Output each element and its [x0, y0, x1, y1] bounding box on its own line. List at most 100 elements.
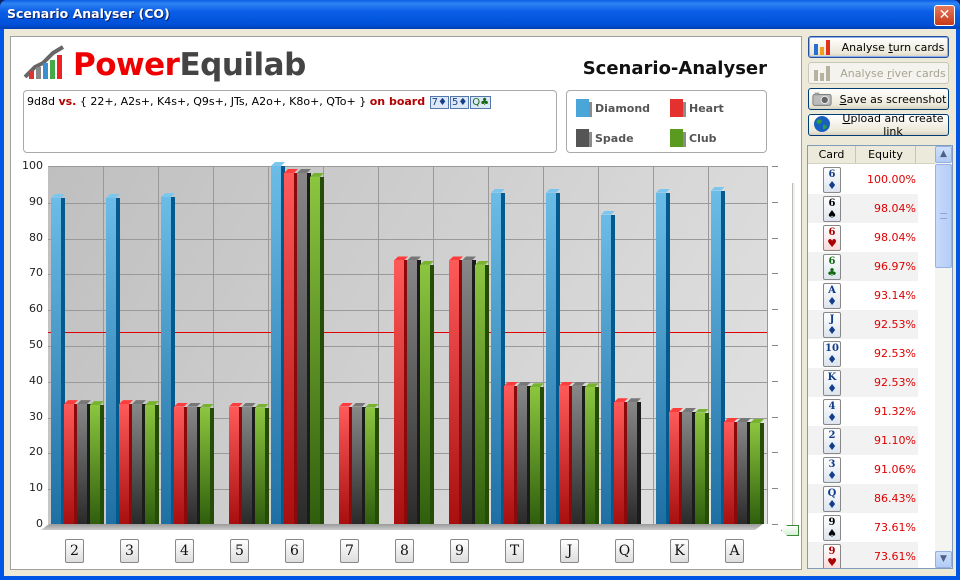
suit-icon: ♦ — [827, 497, 837, 511]
y-tick-label: 20 — [29, 445, 43, 459]
list-item[interactable]: 9 ♠ 73.61% — [808, 513, 918, 542]
client-area: PowerEquilab Scenario-Analyser 9d8d vs. … — [4, 29, 956, 576]
list-item[interactable]: 6 ♣ 96.97% — [808, 252, 918, 281]
right-tick — [772, 345, 778, 346]
bar-club-4 — [200, 403, 214, 524]
bar-spade-Q — [627, 398, 641, 524]
analyse-turn-cards-button[interactable]: Analyse turn cards — [808, 36, 949, 58]
suit-icon: ♥ — [827, 555, 837, 569]
bar-heart-K — [669, 407, 683, 524]
bar-club-9 — [475, 260, 489, 524]
list-item[interactable]: Q ♦ 86.43% — [808, 484, 918, 513]
x-axis-card-label[interactable]: 2 — [65, 539, 84, 563]
list-scrollbar[interactable]: ▲ ▼ — [935, 146, 952, 568]
column-header-card[interactable]: Card — [808, 146, 856, 163]
bar-spade-A — [737, 417, 751, 524]
close-icon: ✕ — [938, 7, 951, 23]
close-button[interactable]: ✕ — [934, 5, 955, 26]
x-axis-card-label[interactable]: J — [560, 539, 579, 563]
gridline — [268, 167, 269, 524]
y-tick-label: 60 — [29, 302, 43, 316]
scenario-description: 9d8d vs. { 22+, A2s+, K4s+, Q9s+, JTs, A… — [23, 90, 557, 153]
bar-heart-7 — [339, 402, 353, 524]
suit-icon: ♣ — [827, 265, 837, 279]
x-axis-card-label[interactable]: T — [505, 539, 524, 563]
x-axis-card-label[interactable]: 3 — [120, 539, 139, 563]
villain-range: { 22+, A2s+, K4s+, Q9s+, JTs, A2o+, K8o+… — [79, 95, 367, 108]
card-icon: 9 ♥ — [823, 543, 841, 569]
diamond-icon: ♦ — [437, 97, 447, 108]
suit-icon: ♦ — [827, 178, 837, 192]
equity-value: 73.61% — [874, 521, 916, 534]
equity-bar-chart: 0 10 20 30 40 50 60 70 80 90 100 2 3 4 5 6 7 8 9 T J Q K A — [11, 159, 803, 571]
suit-icon: ♦ — [827, 381, 837, 395]
equity-value: 100.00% — [867, 173, 916, 186]
bar-spade-T — [517, 381, 531, 524]
suit-icon: ♦ — [827, 323, 837, 337]
column-header-equity[interactable]: Equity — [856, 146, 916, 163]
bar-club-A — [750, 419, 764, 524]
logo-equilab: Equilab — [179, 47, 306, 83]
bar-spade-5 — [242, 402, 256, 524]
x-axis-card-label[interactable]: 9 — [450, 539, 469, 563]
list-item[interactable]: 3 ♦ 91.06% — [808, 455, 918, 484]
scroll-down-button[interactable]: ▼ — [935, 551, 952, 568]
equity-value: 92.53% — [874, 318, 916, 331]
vs-label: vs. — [58, 95, 77, 108]
bar-club-8 — [420, 260, 434, 524]
list-item[interactable]: 2 ♦ 91.10% — [808, 426, 918, 455]
threshold-slider-track[interactable] — [792, 183, 795, 531]
right-tick — [772, 488, 778, 490]
list-item[interactable]: 10 ♦ 92.53% — [808, 339, 918, 368]
gridline — [598, 167, 599, 524]
list-item[interactable]: 6 ♦ 100.00% — [808, 165, 918, 194]
equity-value: 92.53% — [874, 347, 916, 360]
list-item[interactable]: 4 ♦ 91.32% — [808, 397, 918, 426]
camera-icon — [812, 91, 832, 107]
x-axis-card-label[interactable]: A — [725, 539, 744, 563]
x-axis-card-label[interactable]: 7 — [340, 539, 359, 563]
bar-spade-7 — [352, 402, 366, 524]
analyse-river-cards-button[interactable]: Analyse river cards — [808, 62, 949, 84]
x-axis-card-label[interactable]: Q — [615, 539, 634, 563]
bar-heart-Q — [614, 398, 628, 524]
card-icon: 3 ♦ — [823, 456, 841, 483]
bar-spade-J — [572, 381, 586, 524]
bar-heart-8 — [394, 256, 408, 524]
turn-card-equity-list[interactable]: Card Equity 6 ♦ 100.00% 6 ♠ 98.04% 6 ♥ 98.04% 6 ♣ 9… — [807, 145, 953, 569]
save-as-screenshot-button[interactable]: Save as screenshot — [808, 88, 949, 110]
gridline — [543, 167, 544, 524]
list-item[interactable]: J ♦ 92.53% — [808, 310, 918, 339]
logo-chart-icon — [23, 45, 65, 79]
gridline — [48, 238, 767, 240]
bar-heart-2 — [64, 400, 78, 524]
x-axis-card-label[interactable]: 6 — [285, 539, 304, 563]
upload-and-create-link-button[interactable]: Upload and create link — [808, 112, 949, 138]
gridline — [378, 167, 379, 524]
title-bar[interactable]: Scenario Analyser (CO) ✕ — [0, 0, 960, 29]
x-axis-card-label[interactable]: 4 — [175, 539, 194, 563]
scroll-thumb[interactable] — [935, 164, 952, 268]
right-tick — [772, 273, 778, 275]
suit-icon: ♦ — [827, 352, 837, 366]
bar-club-2 — [90, 401, 104, 524]
bar-spade-9 — [462, 256, 476, 524]
x-axis-card-label[interactable]: 8 — [395, 539, 414, 563]
list-item[interactable]: K ♦ 92.53% — [808, 368, 918, 397]
equity-value: 98.04% — [874, 202, 916, 215]
list-item[interactable]: 6 ♥ 98.04% — [808, 223, 918, 252]
list-item[interactable]: 6 ♠ 98.04% — [808, 194, 918, 223]
x-axis-card-label[interactable]: K — [670, 539, 689, 563]
card-icon: A ♦ — [823, 282, 841, 309]
diamond-icon: ♦ — [458, 97, 468, 108]
scroll-up-button[interactable]: ▲ — [935, 146, 952, 163]
list-item[interactable]: 9 ♥ 73.61% — [808, 542, 918, 569]
list-item[interactable]: A ♦ 93.14% — [808, 281, 918, 310]
club-icon: ♣ — [480, 97, 490, 108]
board-card-3: Q♣ — [470, 96, 492, 109]
x-axis-card-label[interactable]: 5 — [230, 539, 249, 563]
bar-club-K — [695, 408, 709, 524]
bar-diamond-6 — [271, 162, 285, 524]
threshold-slider-thumb[interactable] — [781, 525, 799, 536]
